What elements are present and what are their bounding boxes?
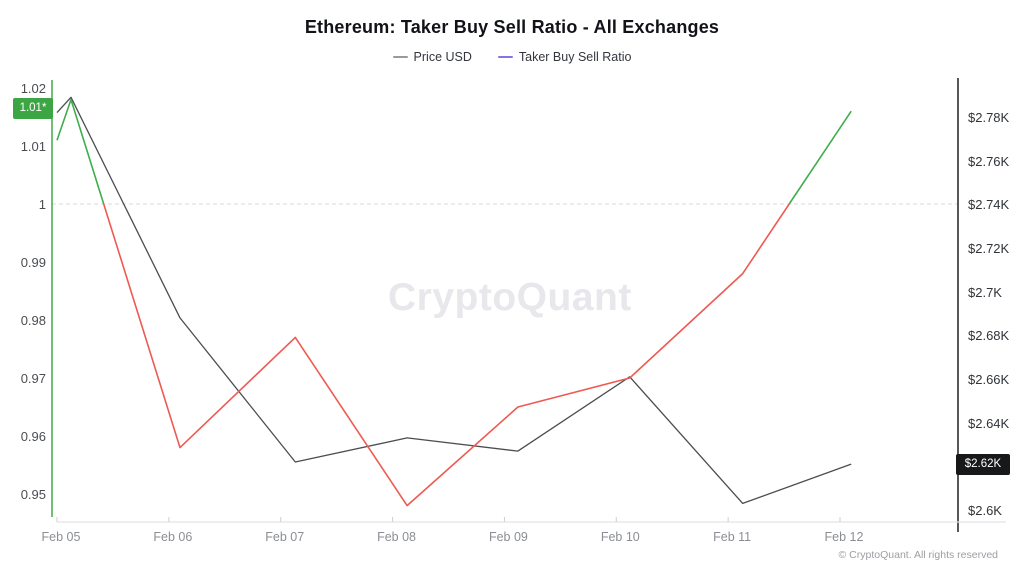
taker-ratio-legend-dash-icon [497,55,513,59]
left-axis-tick-label: 0.96 [20,429,46,444]
right-axis-tick-label: $2.68K [968,328,1010,344]
legend-label-taker-ratio: Taker Buy Sell Ratio [518,50,632,64]
legend-item-taker-buy-sell-ratio[interactable]: Taker Buy Sell Ratio [497,50,632,64]
right-axis-tick-label: $2.6K [968,503,1002,518]
x-axis-tick-label: Feb 05 [41,530,81,544]
price-usd-line [56,96,852,505]
left-axis-tick-label: 0.98 [20,313,46,328]
taker-ratio-line-segment [56,98,105,205]
legend-label-price-usd: Price USD [413,50,472,64]
x-axis-tick-label: Feb 07 [265,530,305,544]
left-axis-tick-label: 1 [38,197,46,212]
right-axis-tick-label: $2.66K [968,372,1010,387]
left-axis-tick-label: 1.01 [20,139,46,154]
x-axis-tick-label: Feb 10 [600,530,640,544]
right-axis-tick-label: $2.7K [968,284,1002,300]
taker-ratio-line-segment [788,110,852,205]
right-axis-tick-label: $2.72K [968,241,1010,256]
price-usd-legend-dash-icon [392,55,408,59]
left-axis-tick-label: 1.02 [20,81,46,96]
right-axis-tick-label: $2.74K [968,197,1010,213]
page-title: Ethereum: Taker Buy Sell Ratio - All Exc… [304,17,720,37]
chart-legend: Price USD Taker Buy Sell Ratio [0,50,1024,64]
right-axis-tick-label: $2.64K [968,415,1010,431]
copyright-text: © CryptoQuant. All rights reserved [838,549,998,561]
legend-item-price-usd[interactable]: Price USD [392,50,472,64]
left-axis-tick-label: 0.97 [20,371,46,386]
right-axis-tick-label: $2.78K [968,110,1010,125]
left-axis-tick-label: 0.99 [20,255,46,270]
right-axis-tick-label: $2.76K [968,153,1010,169]
ratio-value-badge: 1.01* [13,98,53,119]
taker-ratio-line-segment [102,203,790,507]
x-axis-tick-label: Feb 08 [377,530,417,544]
x-axis-tick-label: Feb 09 [488,530,528,544]
x-axis-tick-label: Feb 06 [153,530,193,544]
cryptoquant-watermark: CryptoQuant [388,276,632,319]
price-value-badge: $2.62K [956,454,1010,475]
left-axis-tick-label: 0.95 [20,487,46,502]
x-axis-tick-label: Feb 12 [824,530,864,544]
x-axis-tick-label: Feb 11 [713,530,752,544]
